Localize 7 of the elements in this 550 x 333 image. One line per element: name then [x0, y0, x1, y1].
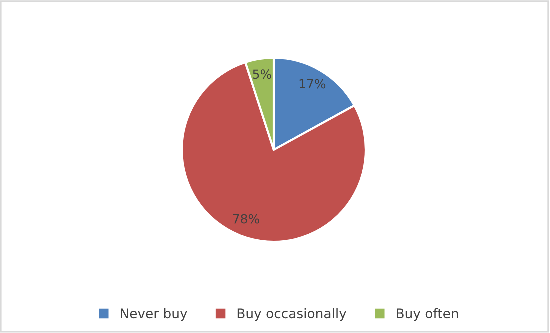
- data-label: 5%: [253, 70, 272, 80]
- data-label: 17%: [300, 79, 326, 89]
- data-label: 78%: [233, 214, 260, 224]
- legend-label: Buy often: [397, 308, 458, 322]
- legend-label: Never buy: [121, 308, 188, 322]
- pie-slice: [180, 61, 368, 244]
- legend-label: Buy occasionally: [238, 308, 347, 322]
